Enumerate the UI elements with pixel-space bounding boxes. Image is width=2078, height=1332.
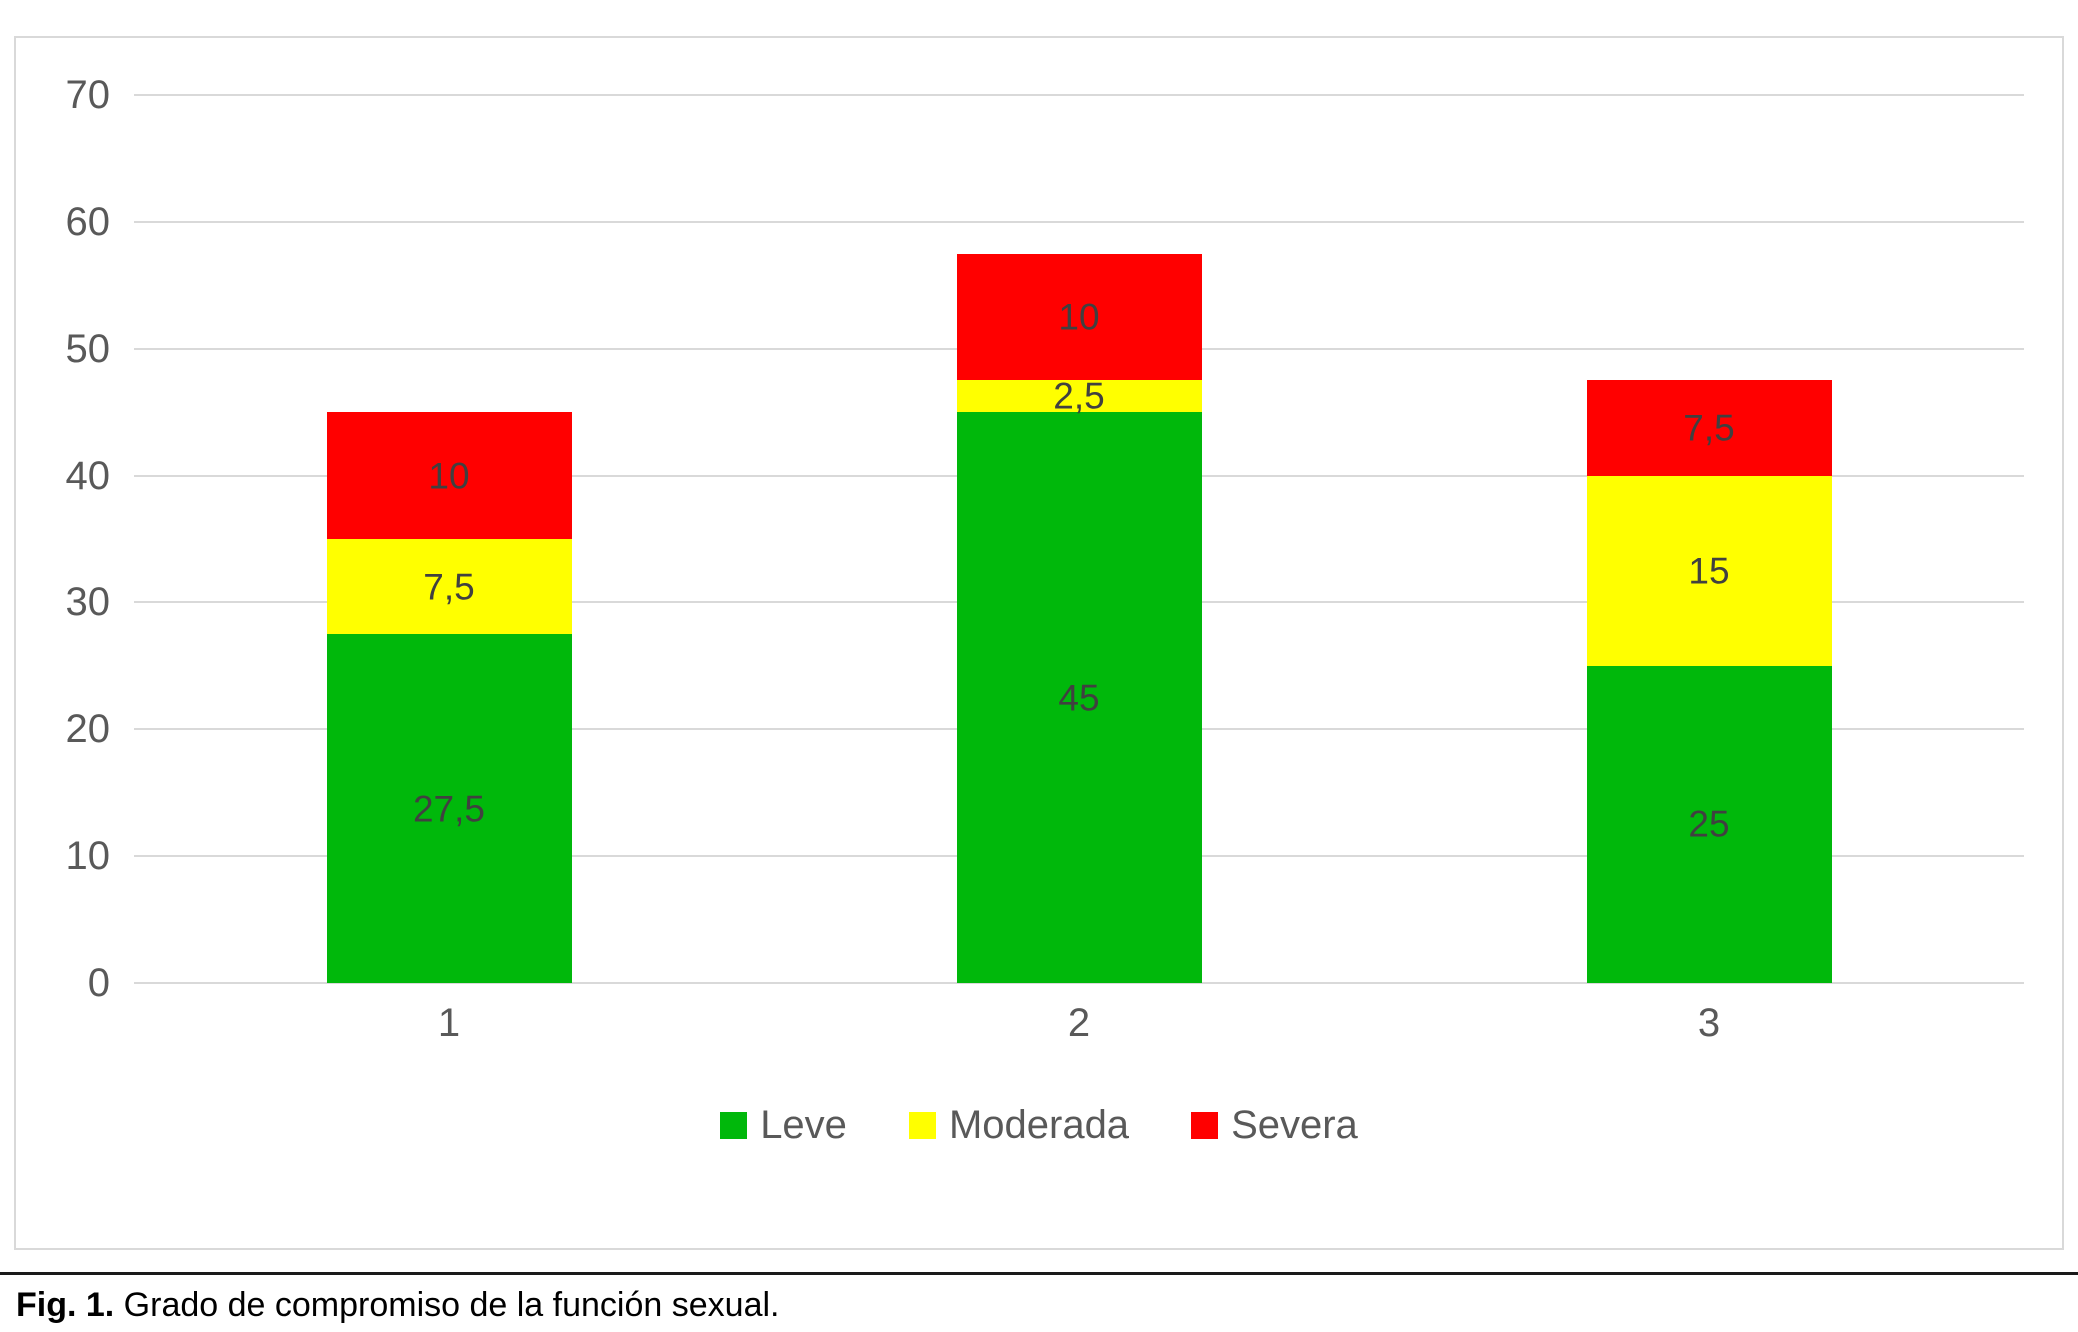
legend-item-moderada: Moderada <box>908 1103 1130 1148</box>
legend-label: Moderada <box>948 1103 1130 1147</box>
bar-category-3: 25 15 7,5 <box>1586 380 1832 983</box>
plot-wrap: 0 10 20 30 40 50 60 70 27,5 7,5 10 45 2,5 10 25 15 7,5 … <box>66 75 2024 1057</box>
bar-slot: 25 15 7,5 <box>1394 95 2024 983</box>
bar-segment-severa: 10 <box>326 412 572 540</box>
x-tick-label: 1 <box>437 1001 461 1045</box>
gridline <box>134 982 2024 984</box>
x-axis: 1 2 3 <box>134 1001 2024 1057</box>
bars: 27,5 7,5 10 45 2,5 10 25 15 7,5 <box>134 95 2024 983</box>
gridline <box>134 94 2024 96</box>
plot-area: 0 10 20 30 40 50 60 70 27,5 7,5 10 45 2,5 10 25 15 7,5 <box>66 75 2024 1003</box>
legend-item-leve: Leve <box>720 1103 847 1148</box>
caption-text: Grado de compromiso de la función sexual… <box>114 1286 780 1324</box>
bar-category-2: 45 2,5 10 <box>956 253 1202 983</box>
bar-segment-moderada: 15 <box>1586 475 1832 666</box>
data-label: 25 <box>1688 803 1730 845</box>
x-tick-label: 2 <box>1067 1001 1091 1045</box>
legend-swatch-icon <box>1191 1112 1219 1139</box>
bar-segment-moderada: 2,5 <box>956 375 1202 417</box>
data-label: 10 <box>1058 296 1100 338</box>
figure-caption: Fig. 1. Grado de compromiso de la funció… <box>16 1286 779 1325</box>
data-label: 45 <box>1058 677 1100 719</box>
data-label: 27,5 <box>412 788 485 830</box>
data-label: 7,5 <box>423 566 475 608</box>
bar-slot: 27,5 7,5 10 <box>134 95 764 983</box>
bar-slot: 45 2,5 10 <box>764 95 1394 983</box>
data-label: 7,5 <box>1683 407 1735 449</box>
data-label: 2,5 <box>1053 375 1105 417</box>
caption-label: Fig. 1. <box>16 1286 115 1324</box>
bar-segment-moderada: 7,5 <box>326 539 572 635</box>
bar-segment-severa: 7,5 <box>1586 380 1832 476</box>
x-tick-label: 3 <box>1697 1001 1721 1045</box>
chart-frame: 0 10 20 30 40 50 60 70 27,5 7,5 10 45 2,5 10 25 15 7,5 … <box>14 36 2064 1250</box>
legend-swatch-icon <box>908 1112 936 1139</box>
legend-label: Severa <box>1231 1103 1358 1147</box>
bar-segment-leve: 27,5 <box>326 634 572 983</box>
bar-segment-severa: 10 <box>956 253 1202 381</box>
legend-item-severa: Severa <box>1191 1103 1358 1148</box>
legend: Leve Moderada Severa <box>16 1103 2062 1148</box>
data-label: 10 <box>428 455 470 497</box>
bar-segment-leve: 45 <box>956 412 1202 983</box>
data-label: 15 <box>1688 550 1730 592</box>
legend-swatch-icon <box>720 1112 748 1139</box>
bar-category-1: 27,5 7,5 10 <box>326 412 572 983</box>
bar-segment-leve: 25 <box>1586 665 1832 983</box>
caption-rule <box>0 1272 2078 1275</box>
legend-label: Leve <box>760 1103 847 1147</box>
gridline <box>134 220 2024 223</box>
